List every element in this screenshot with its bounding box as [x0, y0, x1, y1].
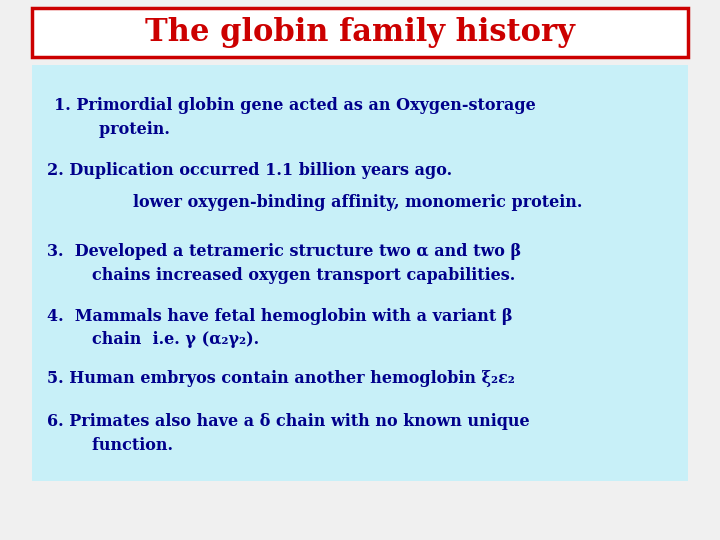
Text: 2. Duplication occurred 1.1 billion years ago.: 2. Duplication occurred 1.1 billion year…: [47, 162, 452, 179]
Text: 5. Human embryos contain another hemoglobin ξ₂ε₂: 5. Human embryos contain another hemoglo…: [47, 370, 515, 387]
Text: The globin family history: The globin family history: [145, 17, 575, 48]
Text: lower oxygen-binding affinity, monomeric protein.: lower oxygen-binding affinity, monomeric…: [133, 194, 582, 211]
Text: 4.  Mammals have fetal hemoglobin with a variant β
        chain  i.e. γ (α₂γ₂).: 4. Mammals have fetal hemoglobin with a …: [47, 308, 513, 348]
Text: 1. Primordial globin gene acted as an Oxygen-storage
        protein.: 1. Primordial globin gene acted as an Ox…: [54, 97, 536, 138]
Text: 6. Primates also have a δ chain with no known unique
        function.: 6. Primates also have a δ chain with no …: [47, 413, 529, 454]
Text: 3.  Developed a tetrameric structure two α and two β
        chains increased ox: 3. Developed a tetrameric structure two …: [47, 243, 521, 284]
FancyBboxPatch shape: [32, 8, 688, 57]
FancyBboxPatch shape: [32, 65, 688, 481]
